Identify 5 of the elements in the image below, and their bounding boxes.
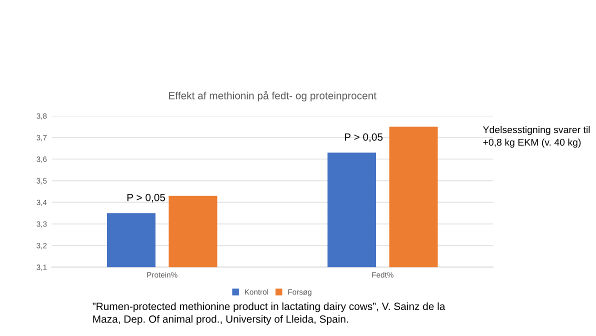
annotation: P > 0,05 xyxy=(344,133,383,142)
text: ”Rumen-protected methionine product in lactating dairy cows”, V. Sainz de la Maza, Dep. Of animal prod., University of Lleida, Spain. xyxy=(92,302,446,325)
annotation: Ydelsesstigning svarer til +0,8 kg EKM (v. 40 kg) xyxy=(482,126,590,148)
annotation: P > 0,05 xyxy=(127,194,166,202)
chart-title: Effekt af methionin på fedt- og proteinprocent xyxy=(169,90,376,102)
